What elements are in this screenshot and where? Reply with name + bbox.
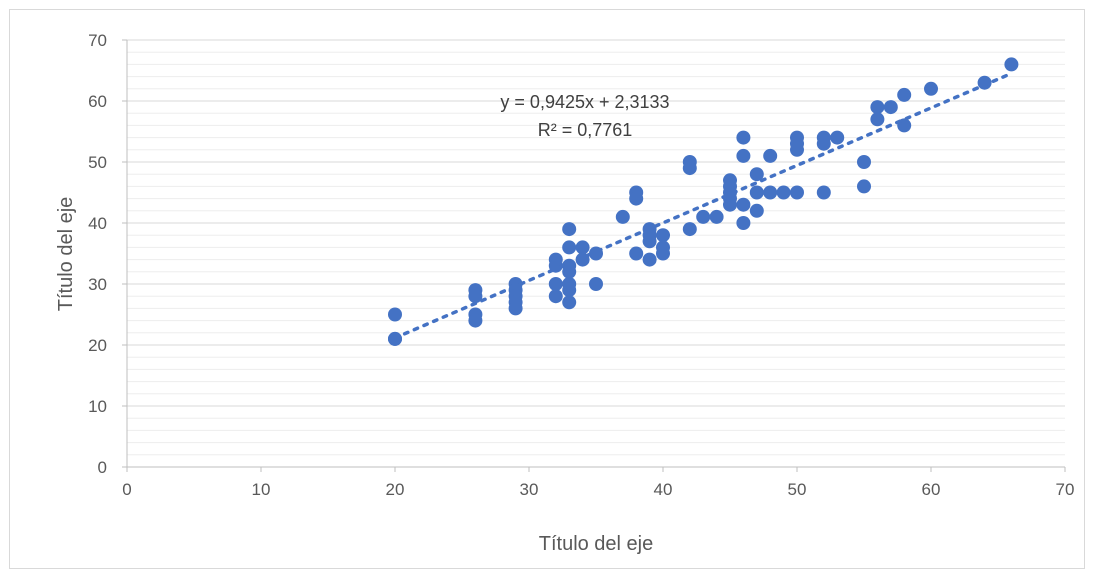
data-point bbox=[736, 148, 751, 163]
data-point bbox=[776, 185, 791, 200]
y-tick-labels: 0 10 20 30 40 50 60 70 bbox=[88, 31, 107, 477]
data-point bbox=[857, 155, 871, 169]
data-point bbox=[548, 277, 563, 291]
y-axis-title: Título del eje bbox=[55, 197, 77, 312]
data-point bbox=[790, 142, 804, 157]
data-point bbox=[816, 185, 831, 200]
data-point bbox=[790, 185, 804, 200]
data-point bbox=[749, 167, 764, 182]
data-point bbox=[548, 289, 563, 304]
data-point bbox=[642, 234, 657, 249]
data-point bbox=[468, 313, 483, 328]
x-tick-label: 50 bbox=[788, 480, 807, 499]
x-tick-label: 30 bbox=[520, 480, 539, 499]
x-tick-label: 0 bbox=[122, 480, 131, 499]
data-point bbox=[897, 87, 912, 102]
data-point bbox=[870, 100, 885, 115]
x-tick-label: 40 bbox=[654, 480, 673, 499]
data-point bbox=[682, 161, 697, 176]
x-tick-labels: 0 10 20 30 40 50 60 70 bbox=[122, 480, 1074, 499]
x-tick-label: 10 bbox=[252, 480, 271, 499]
x-tick-label: 20 bbox=[386, 480, 405, 499]
data-point bbox=[468, 289, 483, 304]
chart-area bbox=[9, 9, 1085, 569]
data-point bbox=[1004, 57, 1019, 72]
data-point bbox=[656, 228, 670, 243]
data-point bbox=[642, 252, 657, 267]
data-point bbox=[816, 136, 831, 151]
data-point bbox=[388, 307, 402, 322]
data-point bbox=[763, 185, 778, 200]
data-point bbox=[977, 75, 992, 90]
y-tick-label: 20 bbox=[88, 336, 107, 355]
data-point bbox=[736, 197, 751, 212]
data-point bbox=[682, 222, 697, 237]
data-point bbox=[508, 301, 523, 316]
data-point bbox=[575, 252, 590, 267]
data-point bbox=[749, 203, 764, 218]
data-point bbox=[575, 240, 590, 255]
data-point bbox=[629, 246, 644, 261]
data-point bbox=[763, 148, 778, 163]
data-point bbox=[857, 179, 871, 194]
data-point bbox=[883, 100, 898, 115]
data-point bbox=[830, 130, 845, 145]
y-tick-label: 10 bbox=[88, 397, 107, 416]
data-point bbox=[723, 197, 737, 212]
y-tick-label: 50 bbox=[88, 153, 107, 172]
data-point bbox=[696, 209, 711, 224]
minor-gridlines bbox=[127, 51, 1065, 456]
trendline bbox=[393, 71, 1014, 340]
data-point bbox=[749, 185, 764, 200]
y-tick-label: 70 bbox=[88, 31, 107, 50]
data-point bbox=[870, 112, 885, 127]
data-point bbox=[709, 209, 724, 224]
data-point bbox=[562, 240, 577, 255]
data-point bbox=[562, 295, 577, 310]
data-point bbox=[629, 191, 644, 206]
trendline-group bbox=[393, 71, 1014, 340]
data-point bbox=[562, 264, 577, 279]
axes bbox=[122, 39, 1066, 472]
data-point bbox=[736, 130, 751, 145]
x-axis-title: Título del eje bbox=[539, 533, 654, 555]
data-point bbox=[736, 216, 751, 230]
x-tick-label: 60 bbox=[922, 480, 941, 499]
x-tick-label: 70 bbox=[1056, 480, 1075, 499]
y-tick-label: 60 bbox=[88, 92, 107, 111]
data-point bbox=[924, 81, 938, 96]
y-tick-label: 0 bbox=[98, 458, 107, 477]
data-point bbox=[562, 222, 577, 237]
y-tick-label: 40 bbox=[88, 214, 107, 233]
data-point bbox=[562, 283, 577, 298]
trendline-equation: y = 0,9425x + 2,3133 bbox=[500, 92, 669, 112]
data-point bbox=[656, 246, 670, 261]
y-tick-label: 30 bbox=[88, 275, 107, 294]
data-point bbox=[615, 209, 630, 224]
data-point bbox=[589, 277, 603, 291]
trendline-r-squared: R² = 0,7761 bbox=[538, 120, 633, 140]
